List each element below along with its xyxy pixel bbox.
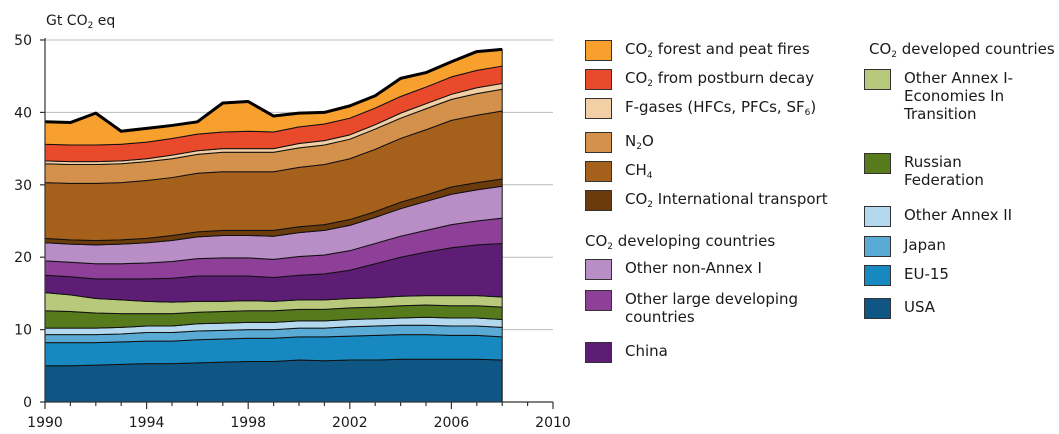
legend-item-1-swatch xyxy=(585,40,612,61)
y-tick-label-40: 40 xyxy=(14,105,32,121)
legend-developing-item-1-swatch xyxy=(585,259,612,280)
x-tick-label-2010: 2010 xyxy=(535,415,570,431)
legend-developed-item-6-label: USA xyxy=(904,298,936,316)
x-tick-label-2006: 2006 xyxy=(434,415,470,431)
legend-developing-item-3-label: China xyxy=(625,342,668,360)
y-tick-label-10: 10 xyxy=(14,323,32,339)
legend-developed-item-4-swatch xyxy=(864,236,891,257)
legend-developing-item-2: Other large developing countries xyxy=(585,290,845,326)
legend-developed-item-1: Other Annex I-Economies In Transition xyxy=(864,69,1044,123)
legend-item-4-swatch xyxy=(585,132,612,153)
total-line xyxy=(44,47,503,133)
legend-item-2-label: CO2 from postburn decay xyxy=(625,69,815,89)
legend-item-5-swatch xyxy=(585,161,612,182)
legend-item-1: CO2 forest and peat fires xyxy=(585,40,865,61)
legend-developed-item-3-swatch xyxy=(864,206,891,227)
legend-developed-item-2-label: Russian Federation xyxy=(904,153,984,189)
legend-developed-item-5-swatch xyxy=(864,265,891,286)
legend-developed-item-1-swatch xyxy=(864,69,891,90)
legend-item-3-swatch xyxy=(585,98,612,119)
legend-developed-item-1-label: Other Annex I-Economies In Transition xyxy=(904,69,1014,123)
legend-item-6-swatch xyxy=(585,190,612,211)
chart-area: 0 10 20 30 40 50 1990 1994 1998 2002 2006 2010 Gt CO… xyxy=(14,13,570,431)
x-tick-label-1998: 1998 xyxy=(230,415,266,431)
y-tick-label-30: 30 xyxy=(14,178,32,194)
legend-heading-developed: CO2 developed countries xyxy=(869,40,1055,60)
legend-item-4-label: N2O xyxy=(625,132,654,152)
legend-developed-item-6-swatch xyxy=(864,298,891,319)
legend-developed-item-2-swatch xyxy=(864,153,891,174)
stacked-area-chart: 0 10 20 30 40 50 1990 1994 1998 2002 2006 2010 Gt CO… xyxy=(14,13,570,431)
x-tick-label-2002: 2002 xyxy=(332,415,368,431)
y-tick-label-0: 0 xyxy=(23,395,32,411)
legend-item-6-label: CO2 International transport xyxy=(625,190,828,210)
legend-item-3-label: F-gases (HFCs, PFCs, SF6) xyxy=(625,98,817,118)
legend-developed-item-5: EU-15 xyxy=(864,265,1044,286)
legend-item-4: N2O xyxy=(585,132,865,153)
legend-developing-item-3-swatch xyxy=(585,342,612,363)
x-tick-label-1994: 1994 xyxy=(129,415,165,431)
legend-item-1-label: CO2 forest and peat fires xyxy=(625,40,810,60)
legend-developing-item-1: Other non-Annex I xyxy=(585,259,845,280)
legend-developed-item-5-label: EU-15 xyxy=(904,265,949,283)
legend-item-3: F-gases (HFCs, PFCs, SF6) xyxy=(585,98,865,119)
legend-item-6: CO2 International transport xyxy=(585,190,865,211)
legend-item-5: CH4 xyxy=(585,161,865,182)
legend-developed-item-2: Russian Federation xyxy=(864,153,1044,189)
legend-item-2-swatch xyxy=(585,69,612,90)
legend-developing-item-1-label: Other non-Annex I xyxy=(625,259,762,277)
y-tick-label-20: 20 xyxy=(14,250,32,266)
legend-developed-item-6: USA xyxy=(864,298,1044,319)
legend-heading-developing: CO2 developing countries xyxy=(585,232,776,252)
y-axis-label: Gt CO2 eq xyxy=(46,13,115,31)
legend-developed-item-3: Other Annex II xyxy=(864,206,1044,227)
x-tick-label-1990: 1990 xyxy=(27,415,63,431)
area-usa xyxy=(44,358,503,403)
y-tick-label-50: 50 xyxy=(14,33,32,49)
legend-developing-item-3: China xyxy=(585,342,845,363)
legend-developed-item-4: Japan xyxy=(864,236,1044,257)
legend-developed-item-4-label: Japan xyxy=(904,236,946,254)
legend-developing-item-2-swatch xyxy=(585,290,612,311)
legend-developing-item-2-label: Other large developing countries xyxy=(625,290,799,326)
legend-item-2: CO2 from postburn decay xyxy=(585,69,865,90)
legend-developed-item-3-label: Other Annex II xyxy=(904,206,1013,224)
legend-item-5-label: CH4 xyxy=(625,161,653,181)
